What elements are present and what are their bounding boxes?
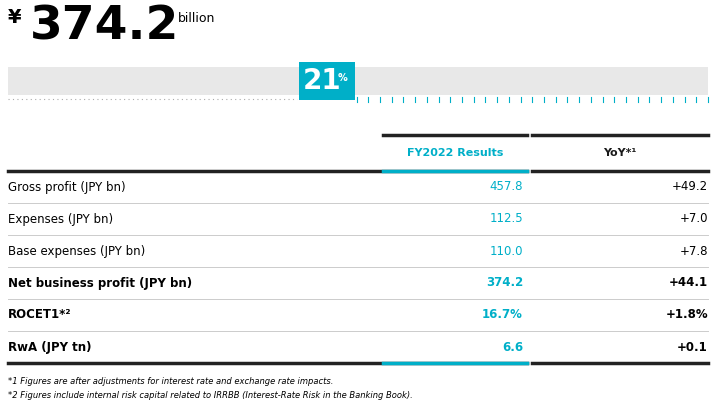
Text: 21: 21 bbox=[303, 67, 342, 95]
Text: %: % bbox=[338, 73, 348, 83]
Text: +49.2: +49.2 bbox=[672, 181, 708, 193]
Text: 457.8: 457.8 bbox=[490, 181, 523, 193]
Text: YoY*¹: YoY*¹ bbox=[604, 148, 637, 158]
Text: Net business profit (JPY bn): Net business profit (JPY bn) bbox=[8, 276, 192, 290]
Bar bbox=[299, 62, 354, 100]
Text: billion: billion bbox=[178, 12, 216, 25]
Bar bbox=[8, 67, 708, 95]
Text: RwA (JPY tn): RwA (JPY tn) bbox=[8, 340, 92, 354]
Text: Expenses (JPY bn): Expenses (JPY bn) bbox=[8, 212, 113, 225]
Text: +7.0: +7.0 bbox=[679, 212, 708, 225]
Text: +7.8: +7.8 bbox=[679, 244, 708, 257]
Text: +1.8%: +1.8% bbox=[665, 308, 708, 322]
Text: Base expenses (JPY bn): Base expenses (JPY bn) bbox=[8, 244, 145, 257]
Text: FY2022 Results: FY2022 Results bbox=[407, 148, 503, 158]
Text: 16.7%: 16.7% bbox=[482, 308, 523, 322]
Text: +0.1: +0.1 bbox=[677, 340, 708, 354]
Text: *2 Figures include internal risk capital related to IRRBB (Interest-Rate Risk in: *2 Figures include internal risk capital… bbox=[8, 391, 412, 400]
Text: +44.1: +44.1 bbox=[669, 276, 708, 290]
Text: ¥: ¥ bbox=[8, 8, 21, 27]
Text: 374.2: 374.2 bbox=[485, 276, 523, 290]
Text: *1 Figures are after adjustments for interest rate and exchange rate impacts.: *1 Figures are after adjustments for int… bbox=[8, 377, 334, 386]
Text: 374.2: 374.2 bbox=[30, 5, 180, 50]
Text: 110.0: 110.0 bbox=[490, 244, 523, 257]
Text: Gross profit (JPY bn): Gross profit (JPY bn) bbox=[8, 181, 125, 193]
Text: 112.5: 112.5 bbox=[489, 212, 523, 225]
Text: 6.6: 6.6 bbox=[502, 340, 523, 354]
Text: ROCET1*²: ROCET1*² bbox=[8, 308, 72, 322]
